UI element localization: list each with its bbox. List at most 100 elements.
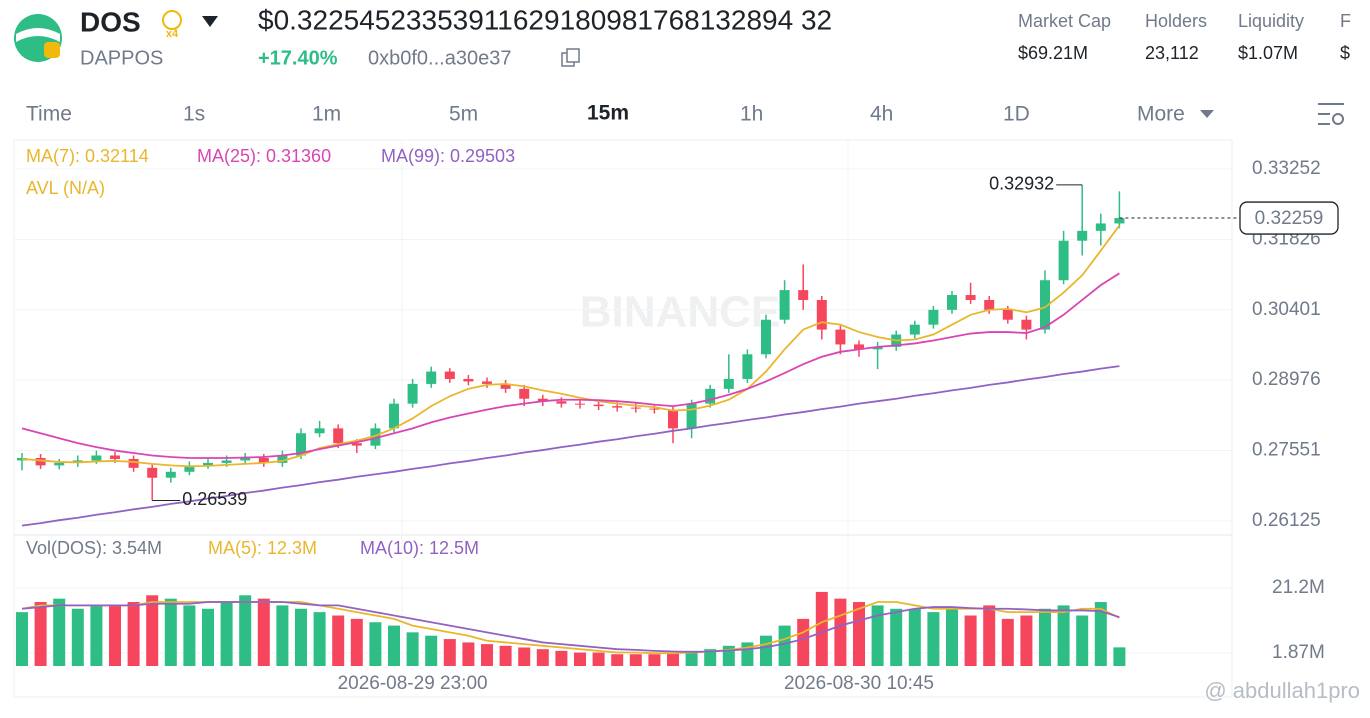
candle-body — [482, 381, 492, 384]
volume-bar — [1076, 615, 1089, 666]
volume-bar — [890, 608, 903, 666]
legend-entry: MA(99): 0.29503 — [381, 146, 515, 166]
min-label: 0.26539 — [182, 489, 247, 509]
volume-bar — [778, 625, 791, 666]
volume-bar — [592, 652, 605, 666]
plot: 0.332520.318260.304010.289760.275510.261… — [14, 146, 1339, 694]
copy-icon[interactable] — [561, 48, 580, 67]
candle-body — [277, 455, 288, 463]
y-tick-label: 0.28976 — [1252, 369, 1321, 390]
volume-bar — [1094, 602, 1107, 666]
candle-body — [909, 324, 920, 335]
price: $0.32254523353911629180981768132894 32 — [258, 4, 832, 35]
volume-ma-line — [21, 601, 1120, 653]
token-name: DAPPOS — [80, 47, 163, 69]
volume-bar — [183, 605, 196, 666]
candle-body — [798, 290, 809, 300]
candle-body — [872, 346, 883, 350]
dropdown-icon[interactable] — [202, 16, 218, 27]
volume-bar — [629, 654, 642, 666]
volume-bar — [815, 591, 828, 666]
volume-bar — [443, 639, 456, 666]
volume-bar — [257, 598, 270, 666]
candle-body — [984, 299, 995, 310]
y-tick-label: 0.26125 — [1252, 510, 1321, 531]
candle-body — [500, 383, 511, 389]
stat-label: Holders — [1145, 11, 1207, 31]
candle-body — [463, 378, 474, 382]
volume-bar — [611, 654, 624, 666]
chart-frame — [13, 139, 1233, 698]
volume-bar — [127, 602, 140, 666]
candle-body — [240, 457, 251, 461]
candle-body — [668, 409, 678, 429]
tab[interactable]: 1h — [740, 103, 763, 126]
volume-bar — [164, 598, 177, 666]
volume-bar — [1020, 615, 1033, 666]
candle-body — [296, 433, 306, 456]
volume-bar — [648, 654, 661, 666]
watermark: BINANCE — [580, 288, 780, 337]
more-arrow[interactable] — [1200, 110, 1214, 118]
candle-body — [556, 401, 567, 404]
volume-bar — [536, 649, 549, 666]
candle-body — [165, 471, 176, 478]
candle-body — [649, 408, 660, 410]
tab[interactable]: 1s — [183, 103, 205, 126]
candle-body — [779, 290, 790, 320]
candle-body — [221, 460, 232, 463]
candle-body — [705, 388, 716, 404]
candle-body — [1058, 240, 1069, 281]
candle-body — [593, 404, 604, 407]
tab[interactable]: 1m — [312, 103, 341, 126]
legend-entry: MA(7): 0.32114 — [26, 146, 149, 166]
tab[interactable]: More — [1137, 103, 1185, 126]
candle-body — [1114, 218, 1125, 224]
volume-bar — [16, 612, 28, 666]
last-price-box — [1239, 201, 1339, 235]
candle-body — [575, 403, 585, 405]
volume-bar — [90, 605, 103, 666]
candle-body — [519, 388, 530, 399]
volume-bar — [1039, 608, 1051, 666]
settings-icon[interactable] — [1318, 103, 1344, 125]
tab[interactable]: 5m — [449, 103, 478, 126]
tab[interactable]: 4h — [870, 103, 893, 126]
candle-body — [407, 383, 418, 404]
legend-entry: Vol(DOS): 3.54M — [26, 538, 162, 558]
legend-entry: MA(25): 0.31360 — [197, 146, 331, 166]
volume-bar — [109, 605, 121, 666]
candle-body — [1077, 230, 1088, 241]
tab[interactable]: Time — [26, 103, 72, 126]
tab[interactable]: 1D — [1003, 103, 1030, 126]
stat-label: Liquidity — [1238, 11, 1304, 31]
y-tick-label: 0.33252 — [1252, 158, 1321, 179]
volume-bar — [425, 635, 438, 666]
stat-value: 23,112 — [1145, 43, 1199, 63]
volume-bar — [518, 647, 531, 666]
stat-value: $ — [1340, 43, 1350, 63]
volume-bar — [760, 635, 772, 666]
change: +17.40% — [258, 47, 338, 69]
volume-bar — [71, 608, 84, 666]
candle-body — [389, 403, 399, 429]
ma-line — [21, 365, 1120, 527]
symbol: DOS — [80, 6, 141, 37]
candle-body — [854, 344, 864, 350]
volume-bar — [667, 652, 679, 666]
volume-bar — [239, 595, 252, 666]
candle-body — [835, 329, 846, 345]
volume-bar — [499, 645, 512, 666]
candle-body — [1040, 280, 1050, 330]
volume-bar — [369, 622, 382, 666]
volume-bar — [927, 612, 940, 666]
tab-active[interactable]: 15m — [587, 102, 629, 125]
volume-bar — [462, 642, 475, 666]
candle-body — [147, 467, 158, 478]
candle-body — [612, 406, 623, 408]
candle-body — [537, 398, 548, 402]
candle-body — [947, 295, 957, 310]
volume-bar — [332, 615, 345, 666]
volume-bar — [704, 649, 717, 666]
